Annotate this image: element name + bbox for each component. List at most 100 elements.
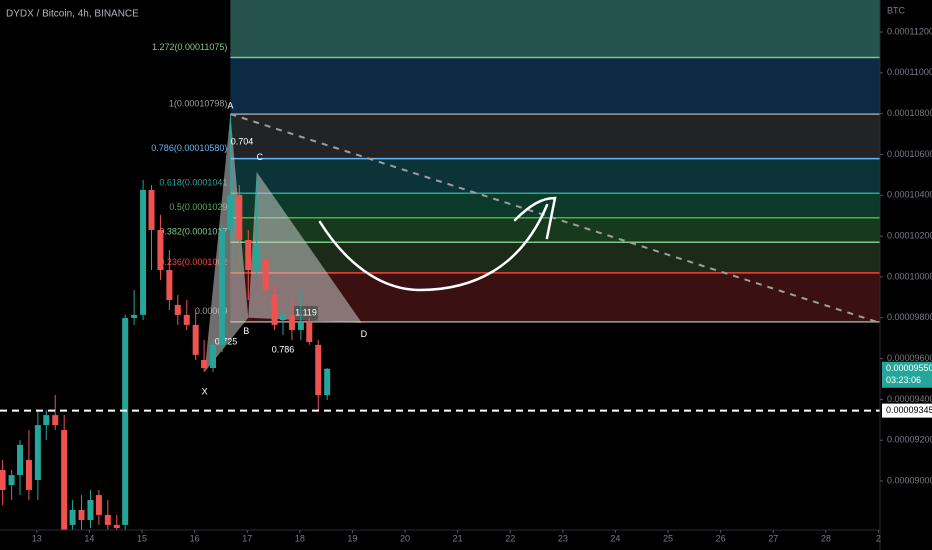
- y-tick-label: 0.00011200: [887, 26, 932, 36]
- y-tick-label: 0.00010000: [887, 271, 932, 281]
- candle-body: [113, 524, 120, 528]
- candle-body: [104, 514, 111, 525]
- support-label: 0.00009345: [886, 405, 932, 415]
- fib-band: [230, 0, 880, 58]
- candle-body: [8, 475, 15, 486]
- pattern-point-label: C: [256, 152, 263, 162]
- y-tick-label: 0.00010200: [887, 230, 932, 240]
- candle-body: [271, 294, 278, 325]
- trend-line: [230, 113, 881, 324]
- pattern-triangle: [204, 114, 249, 373]
- candle-body: [95, 495, 102, 515]
- x-tick-label: 23: [558, 533, 568, 543]
- pattern-triangle: [248, 171, 362, 323]
- y-tick-label: 0.00009000: [887, 475, 932, 485]
- fib-band: [230, 158, 880, 194]
- pattern-point-label: B: [243, 326, 249, 336]
- candle-body: [69, 510, 76, 525]
- x-tick-label: 15: [137, 533, 147, 543]
- x-tick-label: 19: [347, 533, 357, 543]
- x-tick-label: 27: [768, 533, 778, 543]
- overlay-group: [0, 113, 881, 412]
- x-tick-label: 24: [610, 533, 620, 543]
- candle-body: [227, 194, 234, 230]
- x-tick-label: 18: [295, 533, 305, 543]
- candle-body: [25, 460, 32, 490]
- candle-body: [315, 344, 322, 396]
- fib-band: [230, 217, 880, 243]
- candle-body: [210, 344, 217, 368]
- candle-body: [34, 425, 41, 480]
- candle-body: [16, 444, 23, 476]
- pattern-ratio: 0.725: [215, 336, 238, 346]
- x-tick-label: 13: [32, 533, 42, 543]
- fib-label: 0.236(0.0001002: [159, 257, 227, 267]
- candle-body: [0, 470, 6, 490]
- candle-body: [87, 500, 94, 520]
- candle-body: [61, 430, 68, 530]
- candle-body: [157, 230, 164, 270]
- candle-body: [288, 314, 295, 330]
- pattern-point-label: A: [227, 100, 233, 110]
- candle-body: [297, 322, 304, 330]
- x-tick-label: 21: [453, 533, 463, 543]
- ratio-box: [294, 306, 318, 320]
- candle-body: [306, 322, 313, 343]
- candle-body: [183, 314, 190, 325]
- y-tick-label: 0.00010400: [887, 190, 932, 200]
- x-tick-label: 16: [190, 533, 200, 543]
- candle-body: [262, 260, 269, 290]
- x-tick-label: 14: [84, 533, 94, 543]
- candle-body: [236, 194, 243, 240]
- pattern-point-label: X: [202, 386, 208, 396]
- candle-body: [78, 510, 85, 520]
- x-tick-label: 26: [716, 533, 726, 543]
- candle-body: [324, 368, 331, 396]
- y-tick-label: 0.00009600: [887, 353, 932, 363]
- y-tick-label: 0.00009400: [887, 394, 932, 404]
- candle-body: [131, 314, 138, 318]
- candle-body: [253, 244, 260, 270]
- pattern-ratio: 1.119: [295, 307, 317, 317]
- y-axis-label: BTC: [887, 5, 906, 15]
- candle-body: [122, 317, 129, 525]
- pattern-group: X A B C D 0.704 0.725 0.786 1.119: [202, 100, 368, 396]
- fib-band: [230, 242, 880, 273]
- last-price-box: [882, 361, 932, 388]
- fib-label: 1(0.00010798): [169, 98, 228, 108]
- y-tick-label: 0.00009200: [887, 435, 932, 445]
- candle-body: [174, 304, 181, 315]
- fib-label: 0.618(0.0001041: [159, 178, 227, 188]
- candle-body: [140, 190, 147, 315]
- candle-body: [192, 324, 199, 355]
- hand-drawn-arrow: [318, 203, 549, 292]
- x-tick-label: 28: [821, 533, 831, 543]
- x-tick-label: 2: [876, 533, 881, 543]
- chart-title: DYDX / Bitcoin, 4h, BINANCE: [6, 9, 139, 20]
- y-tick-label: 0.00010600: [887, 149, 932, 159]
- pattern-ratio: 0.786: [272, 344, 295, 354]
- x-tick-label: 22: [505, 533, 515, 543]
- y-tick-label: 0.00010800: [887, 108, 932, 118]
- support-label-box: [882, 403, 932, 418]
- y-tick-label: 0.00009800: [887, 312, 932, 322]
- countdown-label: 03:23:06: [886, 375, 921, 385]
- x-tick-label: 20: [400, 533, 410, 543]
- fib-label: 1.272(0.00011075): [152, 42, 227, 52]
- x-tick-label: 17: [242, 533, 252, 543]
- candle-group: [0, 114, 331, 530]
- fib-label: 0.5(0.0001029: [169, 202, 227, 212]
- candle-body: [166, 270, 173, 300]
- candle-body: [279, 314, 286, 320]
- fib-label: 0.382(0.0001017: [159, 227, 227, 237]
- candle-body: [201, 360, 208, 368]
- candle-body: [43, 415, 50, 426]
- candle-body: [245, 240, 252, 270]
- fib-label: 0.786(0.00010580): [151, 143, 227, 153]
- candle-body: [148, 190, 155, 230]
- y-tick-label: 0.00011000: [887, 67, 932, 77]
- pattern-point-label: D: [361, 329, 368, 339]
- candle-body: [218, 230, 225, 345]
- x-tick-label: 25: [663, 533, 673, 543]
